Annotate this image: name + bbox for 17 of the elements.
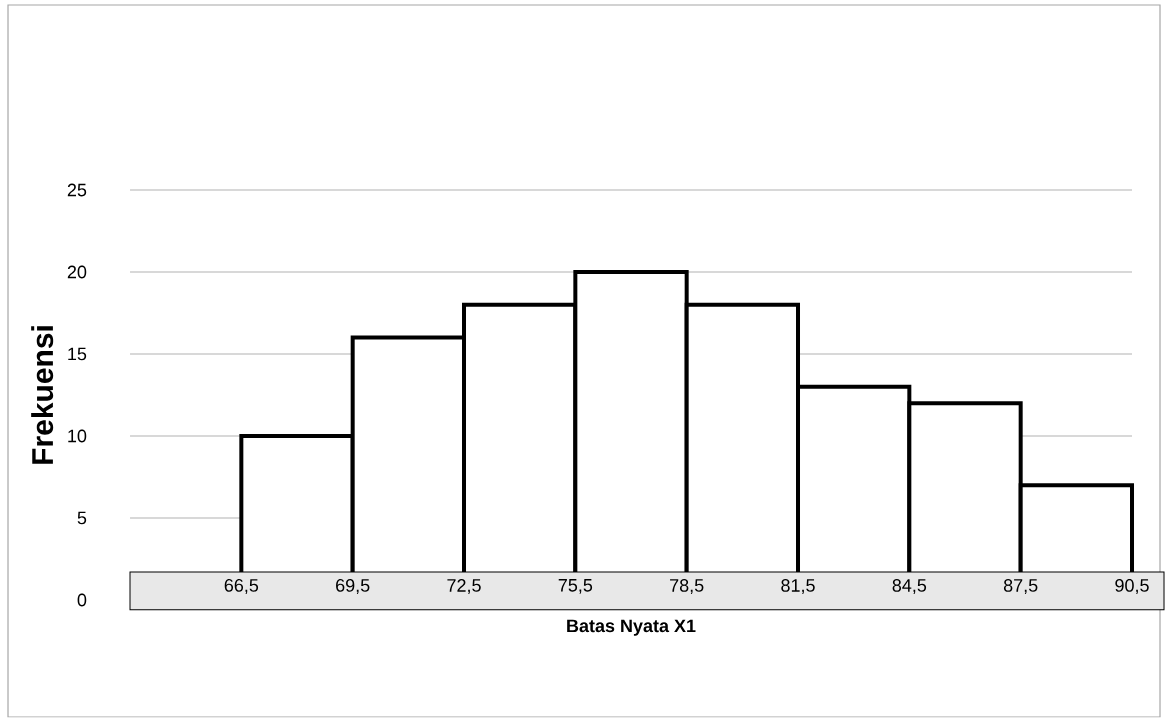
y-tick-label: 0 <box>77 593 87 607</box>
y-tick-label: 25 <box>67 183 87 197</box>
x-tick-label: 69,5 <box>336 579 370 595</box>
x-tick-label: 72,5 <box>447 579 481 595</box>
x-tick-label: 90,5 <box>1115 579 1149 595</box>
x-tick-label: 78,5 <box>670 579 704 595</box>
x-tick-label: 84,5 <box>892 579 927 595</box>
x-tick-label: 81,5 <box>781 579 815 595</box>
y-tick-label: 15 <box>68 347 87 361</box>
x-tick-label: 75,5 <box>558 579 593 594</box>
y-tick-label: 20 <box>67 265 87 279</box>
x-tick-label: 87,5 <box>1003 579 1038 595</box>
y-tick-label: 10 <box>68 429 87 443</box>
x-axis-title: Batas Nyata X1 <box>567 619 696 636</box>
x-tick-label: 66,5 <box>224 579 259 595</box>
y-tick-label: 5 <box>77 511 87 525</box>
y-axis-title: Frekuensi <box>31 326 54 465</box>
